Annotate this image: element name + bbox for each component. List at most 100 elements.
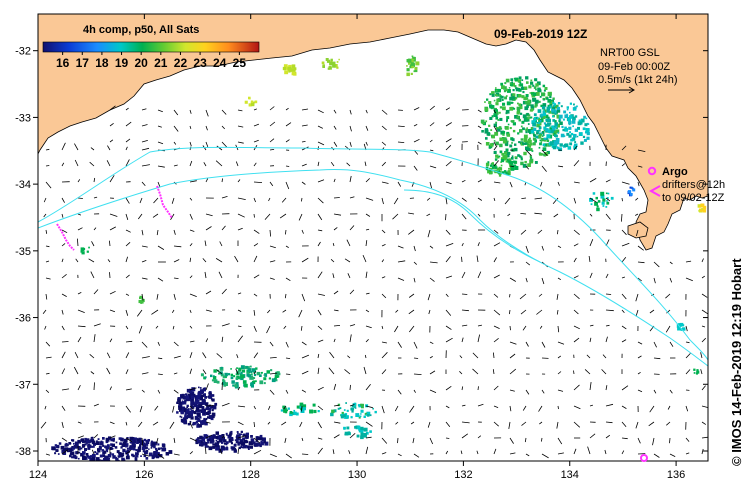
current-arrow — [189, 437, 198, 442]
current-arrow — [109, 105, 116, 111]
current-arrow — [328, 367, 335, 375]
current-arrow — [253, 197, 256, 203]
sst-pixel — [105, 449, 109, 452]
current-arrow — [285, 122, 292, 127]
sst-pixel — [137, 446, 141, 450]
current-arrow — [205, 125, 208, 131]
sst-pixel — [505, 95, 508, 97]
current-arrow — [317, 421, 322, 429]
sst-pixel — [198, 402, 201, 406]
sst-pixel — [255, 439, 258, 443]
sst-pixel — [360, 432, 364, 436]
sst-pixel — [214, 443, 217, 446]
sst-pixel — [222, 447, 225, 450]
sst-pixel — [329, 61, 333, 66]
sst-pixel — [161, 443, 165, 447]
sst-pixel — [539, 120, 542, 122]
current-arrow — [173, 245, 182, 248]
current-arrow — [317, 179, 325, 183]
current-arrow — [216, 369, 223, 375]
sst-pixel — [80, 447, 83, 450]
sst-pixel — [135, 449, 138, 452]
current-arrow — [381, 437, 388, 444]
sst-pixel — [700, 203, 705, 208]
sst-pixel — [491, 107, 493, 110]
sst-pixel — [576, 135, 579, 138]
current-arrow — [445, 181, 452, 185]
sst-pixel — [105, 440, 109, 444]
current-arrow — [285, 229, 287, 235]
current-arrow — [236, 354, 239, 359]
current-arrow — [285, 341, 289, 348]
sst-pixel — [83, 455, 86, 458]
current-arrow — [652, 437, 655, 446]
current-arrow — [269, 245, 276, 249]
sst-pixel — [255, 367, 258, 370]
sst-pixel — [103, 458, 106, 461]
current-arrow — [541, 149, 548, 156]
current-arrow — [283, 405, 287, 410]
sst-pixel — [414, 69, 418, 73]
current-arrow — [333, 290, 339, 295]
sst-pixel — [204, 396, 207, 399]
sst-pixel — [538, 129, 541, 132]
sst-pixel — [87, 444, 91, 447]
sst-pixel — [195, 410, 197, 412]
current-arrow — [93, 434, 99, 439]
sst-pixel — [240, 430, 243, 434]
sst-pixel — [155, 455, 160, 459]
sst-pixel — [234, 439, 237, 441]
sst-pixel — [94, 451, 97, 454]
current-arrow — [685, 341, 690, 344]
sst-pixel — [538, 132, 540, 135]
current-arrow — [573, 405, 581, 410]
sst-pixel — [215, 445, 218, 448]
sst-pixel — [571, 120, 576, 124]
sst-pixel — [632, 188, 636, 192]
sst-pixel — [253, 373, 257, 377]
current-arrow — [362, 254, 367, 263]
sst-pixel — [547, 99, 552, 103]
current-arrow — [333, 421, 341, 424]
current-arrow — [553, 213, 559, 218]
sst-pixel — [240, 365, 245, 370]
current-arrow — [61, 309, 64, 315]
x-tick-label: 128 — [242, 469, 260, 481]
current-arrow — [472, 368, 479, 375]
current-arrow — [445, 197, 448, 205]
current-arrow — [253, 162, 257, 167]
sst-pixel — [80, 452, 84, 457]
sst-pixel — [540, 141, 543, 143]
sst-pixel — [506, 101, 511, 106]
sst-pixel — [219, 448, 223, 453]
current-arrow — [395, 421, 399, 425]
sst-pixel — [81, 438, 85, 442]
current-arrow — [556, 421, 559, 429]
sst-pixel — [488, 101, 492, 105]
sst-pixel — [520, 158, 523, 161]
sst-pixel — [563, 110, 567, 114]
sst-pixel — [569, 102, 572, 105]
sst-pixel — [507, 170, 511, 174]
current-arrow — [525, 149, 532, 156]
current-arrow — [173, 372, 178, 375]
sst-pixel — [537, 88, 542, 92]
current-arrow — [408, 309, 415, 315]
current-arrow — [109, 175, 115, 183]
current-arrow — [285, 181, 290, 190]
current-arrow — [349, 404, 355, 407]
sst-pixel — [215, 442, 219, 447]
sst-pixel — [234, 449, 237, 453]
sst-pixel — [212, 405, 214, 407]
current-arrow — [365, 339, 369, 343]
sst-pixel — [504, 142, 509, 146]
current-arrow — [522, 405, 527, 411]
sst-pixel — [535, 92, 540, 96]
current-arrow — [557, 165, 564, 168]
sst-pixel — [251, 380, 256, 385]
sst-pixel — [109, 452, 112, 454]
sst-pixel — [542, 111, 545, 114]
sst-pixel — [495, 94, 497, 96]
sst-pixel — [559, 119, 562, 121]
current-arrow — [237, 197, 246, 200]
